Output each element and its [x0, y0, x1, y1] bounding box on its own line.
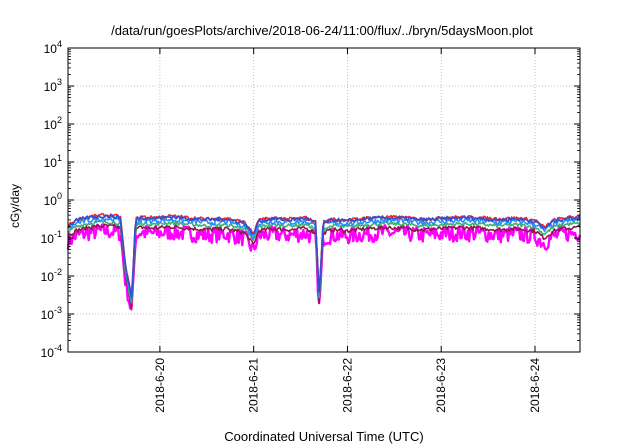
x-tick-label: 2018-6-22 — [340, 358, 354, 413]
plot-frame — [67, 47, 581, 353]
x-tick-labels: 2018-6-20 2018-6-21 2018-6-22 2018-6-23 2018… — [153, 358, 542, 413]
y-tick-label: 103 — [44, 77, 62, 94]
axes — [67, 47, 581, 353]
y-tick-label: 102 — [44, 115, 62, 132]
series-line — [67, 213, 581, 298]
series-line — [66, 223, 582, 311]
y-tick-label: 10-1 — [41, 229, 62, 246]
series-line — [67, 219, 581, 304]
x-tick-label: 2018-6-23 — [434, 358, 448, 413]
x-tick-label: 2018-6-21 — [247, 358, 261, 413]
y-tick-label: 10-4 — [41, 343, 62, 360]
y-tick-label: 10-3 — [41, 305, 62, 322]
y-axis-label: cGy/day — [8, 184, 22, 228]
series-layer — [66, 212, 582, 311]
x-axis-label: Coordinated Universal Time (UTC) — [224, 429, 423, 444]
x-tick-label: 2018-6-24 — [528, 358, 542, 413]
chart-title: /data/run/goesPlots/archive/2018-06-24/1… — [111, 23, 533, 38]
grid — [68, 48, 580, 352]
y-tick-label: 104 — [44, 39, 62, 56]
y-tick-label: 100 — [44, 191, 62, 208]
y-tick-label: 101 — [44, 153, 62, 170]
y-tick-label: 10-2 — [41, 267, 62, 284]
y-tick-labels: 10-4 10-3 10-2 10-1 100 101 102 103 104 — [41, 39, 62, 360]
x-tick-label: 2018-6-20 — [153, 358, 167, 413]
